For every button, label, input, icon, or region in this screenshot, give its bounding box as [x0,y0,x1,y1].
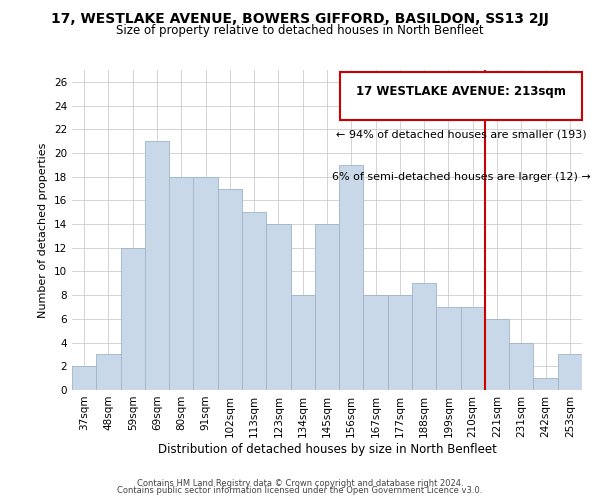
Bar [315,224,339,390]
Text: 17, WESTLAKE AVENUE, BOWERS GIFFORD, BASILDON, SS13 2JJ: 17, WESTLAKE AVENUE, BOWERS GIFFORD, BAS… [51,12,549,26]
Bar [193,176,218,390]
Bar [339,165,364,390]
Bar [266,224,290,390]
Bar [218,188,242,390]
Bar [412,284,436,390]
Text: 6% of semi-detached houses are larger (12) →: 6% of semi-detached houses are larger (1… [332,172,590,181]
Bar [364,295,388,390]
Y-axis label: Number of detached properties: Number of detached properties [38,142,49,318]
Bar [461,307,485,390]
Text: ← 94% of detached houses are smaller (193): ← 94% of detached houses are smaller (19… [335,130,586,140]
Text: Size of property relative to detached houses in North Benfleet: Size of property relative to detached ho… [116,24,484,37]
Bar [121,248,145,390]
Text: 17 WESTLAKE AVENUE: 213sqm: 17 WESTLAKE AVENUE: 213sqm [356,85,566,98]
Bar [436,307,461,390]
Bar [558,354,582,390]
Bar [485,319,509,390]
Bar [290,295,315,390]
Bar [169,176,193,390]
Text: Contains public sector information licensed under the Open Government Licence v3: Contains public sector information licen… [118,486,482,495]
FancyBboxPatch shape [340,72,581,120]
Bar [72,366,96,390]
Bar [242,212,266,390]
Text: Contains HM Land Registry data © Crown copyright and database right 2024.: Contains HM Land Registry data © Crown c… [137,478,463,488]
X-axis label: Distribution of detached houses by size in North Benfleet: Distribution of detached houses by size … [158,442,496,456]
Bar [388,295,412,390]
Bar [145,141,169,390]
Bar [533,378,558,390]
Bar [509,342,533,390]
Bar [96,354,121,390]
